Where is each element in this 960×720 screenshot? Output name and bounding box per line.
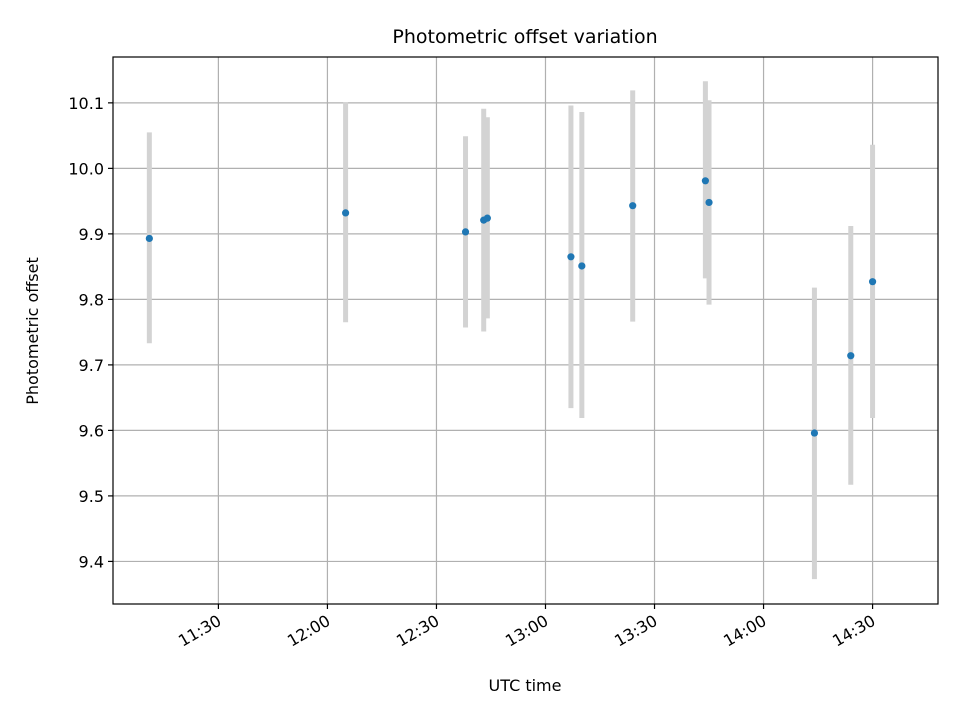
chart-title: Photometric offset variation bbox=[392, 26, 657, 48]
data-point bbox=[847, 352, 855, 360]
data-point bbox=[705, 198, 713, 207]
data-point bbox=[868, 278, 877, 286]
y-tick-label: 10.1 bbox=[68, 94, 104, 113]
y-tick-label: 9.6 bbox=[79, 421, 104, 440]
data-point bbox=[810, 429, 819, 437]
y-tick-label: 10.0 bbox=[68, 159, 104, 178]
y-tick-label: 9.5 bbox=[79, 487, 104, 506]
plot-frame bbox=[112, 56, 939, 605]
data-point bbox=[567, 253, 575, 261]
data-point bbox=[461, 228, 470, 236]
y-tick-label: 9.4 bbox=[79, 552, 104, 571]
y-axis-label: Photometric offset bbox=[23, 257, 42, 405]
data-point bbox=[145, 234, 153, 243]
x-axis-label: UTC time bbox=[489, 676, 562, 695]
data-point bbox=[578, 262, 586, 270]
y-tick-label: 9.7 bbox=[79, 356, 104, 375]
y-tick-label: 9.9 bbox=[79, 225, 104, 244]
data-point bbox=[341, 209, 350, 217]
y-tick-label: 9.8 bbox=[79, 290, 104, 309]
gridlines bbox=[113, 57, 938, 604]
data-point bbox=[629, 202, 637, 210]
data-point bbox=[483, 214, 491, 222]
data-point bbox=[701, 177, 710, 185]
data-points bbox=[145, 177, 877, 437]
